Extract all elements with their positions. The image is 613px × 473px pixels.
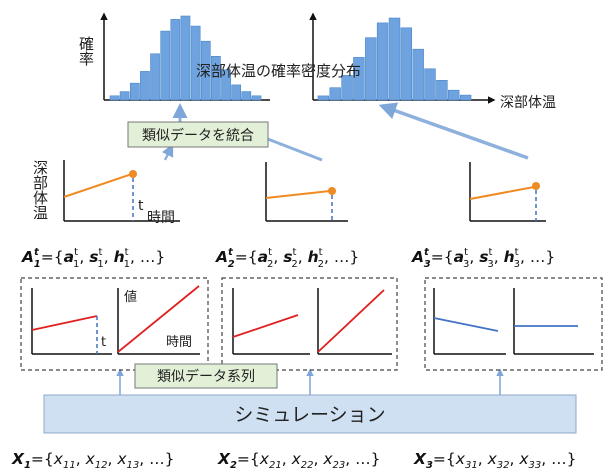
formula-a3: At 3={at 3, st 3, ht 3, …} (411, 247, 555, 270)
hist2-bar (353, 57, 365, 101)
orange-dot-3 (532, 182, 540, 190)
red-line-1a (31, 315, 98, 331)
histogram-right: 深部体温 (309, 12, 556, 111)
deep-temp-graph-3 (469, 162, 546, 222)
hist1-bar (251, 95, 262, 101)
time-axis-label: 時間 (147, 210, 175, 226)
hist-title: 深部体温の確率密度分布 (196, 62, 361, 80)
hist2-bar (424, 68, 436, 101)
orange-line-1 (63, 173, 133, 198)
hist2-bar (341, 75, 353, 101)
arrow-a2-to-merge (259, 134, 323, 162)
hist1-bar (190, 25, 201, 101)
orange-dot-2 (328, 187, 336, 195)
hist2-bar (329, 87, 341, 101)
deep-temp-axis-label: 深部体温 (31, 160, 49, 220)
simulation-label: シミュレーション (234, 404, 385, 426)
prob-axis-label: 確率 (77, 36, 95, 66)
hist1-bar (241, 91, 252, 101)
orange-line-3 (469, 186, 535, 200)
hist1-bar (130, 82, 140, 101)
hist2-bar (447, 89, 460, 101)
time-axis-label-small: 時間 (166, 335, 192, 350)
merge-box-label: 類似データを統合 (142, 127, 254, 144)
hist2-bar (400, 27, 412, 101)
arrow-a1-to-merge (161, 143, 174, 161)
deep-temp-graph-1: 深部体温 t 時間 (31, 160, 180, 226)
series-box-2 (221, 277, 398, 371)
hist2-bars (317, 17, 472, 101)
formula-a2: At 2={at 2, st 2, ht 2, …} (215, 247, 359, 270)
hist1-bar (140, 71, 150, 101)
hist1-bar (109, 95, 120, 101)
hist2-bar (317, 95, 330, 101)
arrow-a3-to-hist2 (378, 102, 529, 160)
hist2-bar (365, 37, 377, 101)
blue-line-3a (433, 317, 499, 332)
formula-x1: X1={x11, x12, x13, …} (11, 450, 175, 471)
orange-dot-1 (129, 170, 137, 178)
t-marker: t (138, 198, 144, 214)
hist2-bar (376, 22, 389, 101)
orange-line-2 (265, 190, 331, 199)
similar-series-label: 類似データ系列 (157, 368, 255, 385)
hist2-bar (436, 80, 448, 101)
hist1-bar (170, 19, 181, 101)
similar-series-box: 類似データ系列 (134, 363, 278, 389)
merge-box: 類似データを統合 (127, 121, 269, 148)
hist2-bar (412, 48, 424, 101)
hist1-bar (150, 53, 160, 101)
hist2-bar (388, 17, 401, 101)
hist1-bar (211, 55, 221, 101)
red-line-1b (117, 285, 200, 353)
histogram-left: 確率 (77, 12, 270, 101)
hist1-bar (160, 30, 171, 101)
hist2-bar (459, 94, 472, 101)
value-axis-label: 値 (124, 289, 137, 305)
series-box-3 (424, 277, 603, 371)
formula-x2: X2={x21, x22, x23, …} (217, 450, 381, 471)
hist1-bars (109, 15, 262, 101)
hist1-bar (231, 84, 242, 101)
hist1-bar (119, 91, 130, 101)
hist1-bar (200, 40, 211, 101)
hist1-bar (180, 15, 191, 101)
formula-a1: At 1={at 1, st 1, ht 1, …} (21, 247, 165, 270)
hist1-bar (221, 69, 231, 101)
t-marker-small: t (101, 335, 106, 350)
arrows (116, 102, 529, 395)
simulation-box: シミュレーション (43, 394, 577, 434)
red-line-2b (317, 289, 385, 353)
red-line-2a (232, 314, 299, 338)
deep-temp-graph-2 (265, 162, 348, 222)
series-box-1: t 値 時間 (20, 277, 209, 371)
formula-x3: X3={x31, x32, x33, …} (413, 450, 577, 471)
deep-temp-xlabel: 深部体温 (500, 95, 556, 111)
